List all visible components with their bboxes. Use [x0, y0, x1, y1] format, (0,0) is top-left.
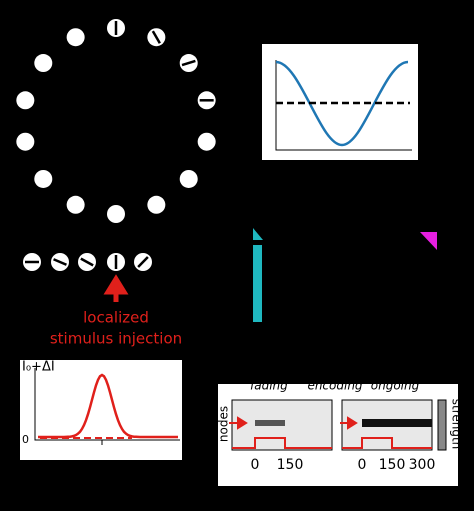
node-phase [181, 59, 196, 67]
stimulus-label: stimulus injection [50, 330, 182, 348]
node-phase [137, 256, 149, 268]
node [34, 54, 53, 73]
phase-title: encoding [307, 379, 362, 393]
node [66, 195, 85, 214]
colorbar [437, 399, 447, 451]
node-phase [151, 30, 161, 44]
activity-band [255, 420, 285, 426]
node-row [23, 253, 152, 271]
node [34, 169, 53, 188]
y-label: nodes [217, 406, 231, 442]
x-tick-label: 0 [251, 457, 260, 473]
x-tick-label: 150 [277, 457, 304, 473]
activity-band [362, 419, 432, 427]
node [147, 195, 166, 214]
x-tick-label: 150 [379, 457, 406, 473]
magenta-marker [420, 232, 437, 250]
node [179, 169, 198, 188]
phase-title: fading [250, 379, 288, 393]
node [66, 28, 85, 47]
node-ring [16, 19, 216, 223]
stimulus-pulse [232, 437, 432, 449]
node-phase [80, 257, 94, 267]
y-zero: 0 [22, 433, 29, 446]
y-label: I₀+ΔI [22, 360, 55, 375]
phase-title: ongoing [371, 379, 420, 393]
x-tick-label: 0 [358, 457, 367, 473]
stimulus-arrow [103, 274, 129, 302]
colorbar-label: strength [450, 399, 464, 450]
node [16, 132, 35, 151]
axes [275, 60, 412, 151]
stimulus-arrows [229, 416, 358, 430]
stimulus-label: localized [83, 309, 149, 327]
axes [34, 368, 180, 445]
cosine-panel [262, 44, 418, 160]
input-curve [38, 373, 178, 439]
node [16, 91, 35, 110]
teal-marker [253, 228, 263, 322]
node [197, 132, 216, 151]
node [107, 205, 125, 223]
cosine-curve [275, 60, 409, 147]
x-tick-label: 300 [409, 457, 436, 473]
node-phase [53, 258, 67, 266]
